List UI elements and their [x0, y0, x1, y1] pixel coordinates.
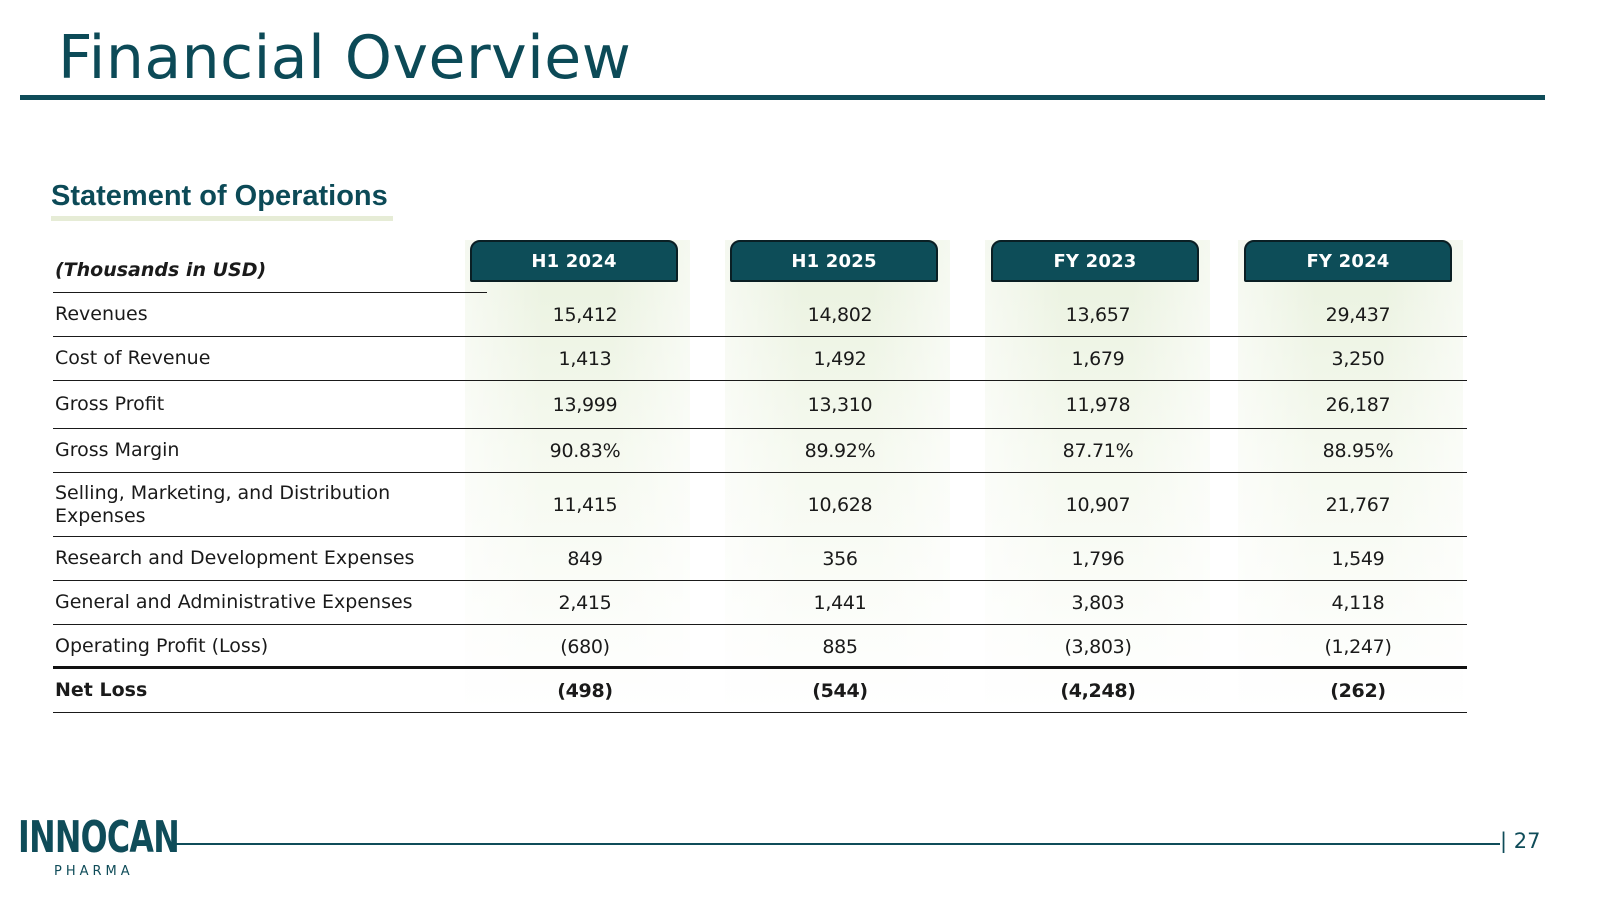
footer-divider — [175, 843, 1500, 845]
table-cell: 89.92% — [804, 439, 876, 462]
table-cell: 885 — [822, 635, 858, 658]
column-header-h1-2024: H1 2024 — [470, 240, 678, 282]
table-cell: 3,250 — [1331, 347, 1385, 370]
table-cell: 11,978 — [1065, 393, 1131, 416]
row-label: Cost of Revenue — [55, 347, 211, 369]
column-header-h1-2025: H1 2025 — [730, 240, 938, 282]
table-cell: (1,247) — [1324, 635, 1392, 658]
units-divider — [53, 292, 487, 293]
table-row-net-loss: Net Loss (498) (544) (4,248) (262) — [53, 666, 1467, 713]
table-row-research-development: Research and Development Expenses 849 35… — [53, 537, 1467, 581]
table-cell: 87.71% — [1062, 439, 1134, 462]
table-cell: 1,796 — [1071, 547, 1125, 570]
logo-wordmark: INNOCAN — [18, 812, 180, 863]
table-cell: (4,248) — [1060, 679, 1136, 702]
table-cell: 4,118 — [1331, 591, 1385, 614]
row-label: General and Administrative Expenses — [55, 591, 413, 613]
table-cell: (498) — [557, 679, 613, 702]
row-label: Operating Profit (Loss) — [55, 635, 269, 657]
logo-subtitle: PHARMA — [54, 864, 134, 879]
table-cell: 15,412 — [552, 303, 618, 326]
table-cell: 11,415 — [552, 493, 618, 516]
table-row-gross-margin: Gross Margin 90.83% 89.92% 87.71% 88.95% — [53, 429, 1467, 473]
column-band-fy-2024 — [1238, 240, 1463, 710]
row-label: Gross Margin — [55, 439, 180, 461]
table-cell: 14,802 — [807, 303, 873, 326]
table-cell: 10,907 — [1065, 493, 1131, 516]
table-cell: 1,441 — [813, 591, 867, 614]
table-cell: 356 — [822, 547, 858, 570]
column-band-h1-2024 — [465, 240, 690, 710]
table-cell: (544) — [812, 679, 868, 702]
table-cell: 29,437 — [1325, 303, 1391, 326]
section-heading: Statement of Operations — [51, 180, 388, 212]
column-band-h1-2025 — [725, 240, 950, 710]
column-header-fy-2023: FY 2023 — [991, 240, 1199, 282]
innocan-logo: INNOCAN PHARMA — [18, 812, 180, 880]
table-cell: 849 — [567, 547, 603, 570]
row-label: Revenues — [55, 303, 148, 325]
column-header-fy-2024: FY 2024 — [1244, 240, 1452, 282]
table-cell: 1,679 — [1071, 347, 1125, 370]
row-label: Selling, Marketing, and Distribution Exp… — [55, 481, 391, 527]
table-cell: 13,999 — [552, 393, 618, 416]
table-cell: 1,549 — [1331, 547, 1385, 570]
table-cell: 13,310 — [807, 393, 873, 416]
column-band-fy-2023 — [985, 240, 1210, 710]
table-row-general-admin: General and Administrative Expenses 2,41… — [53, 581, 1467, 625]
table-cell: (680) — [560, 635, 610, 658]
row-label: Research and Development Expenses — [55, 547, 415, 569]
page-number: | 27 — [1500, 829, 1541, 853]
table-cell: 10,628 — [807, 493, 873, 516]
table-row-selling-marketing: Selling, Marketing, and Distribution Exp… — [53, 473, 1467, 537]
title-divider — [20, 95, 1545, 100]
table-row-operating-profit: Operating Profit (Loss) (680) 885 (3,803… — [53, 625, 1467, 668]
table-cell: 1,492 — [813, 347, 867, 370]
table-cell: (3,803) — [1064, 635, 1132, 658]
table-cell: 21,767 — [1325, 493, 1391, 516]
table-row-revenues: Revenues 15,412 14,802 13,657 29,437 — [53, 293, 1467, 337]
table-cell: 1,413 — [558, 347, 612, 370]
table-cell: 2,415 — [558, 591, 612, 614]
table-cell: 3,803 — [1071, 591, 1125, 614]
table-cell: (262) — [1330, 679, 1386, 702]
table-cell: 13,657 — [1065, 303, 1131, 326]
page-title: Financial Overview — [58, 23, 632, 93]
section-underline — [51, 216, 393, 221]
table-row-cost-of-revenue: Cost of Revenue 1,413 1,492 1,679 3,250 — [53, 337, 1467, 381]
row-label: Net Loss — [55, 679, 148, 701]
table-cell: 26,187 — [1325, 393, 1391, 416]
row-label: Gross Profit — [55, 393, 165, 415]
table-cell: 88.95% — [1322, 439, 1394, 462]
units-label: (Thousands in USD) — [55, 259, 267, 281]
table-cell: 90.83% — [549, 439, 621, 462]
table-row-gross-profit: Gross Profit 13,999 13,310 11,978 26,187 — [53, 381, 1467, 429]
